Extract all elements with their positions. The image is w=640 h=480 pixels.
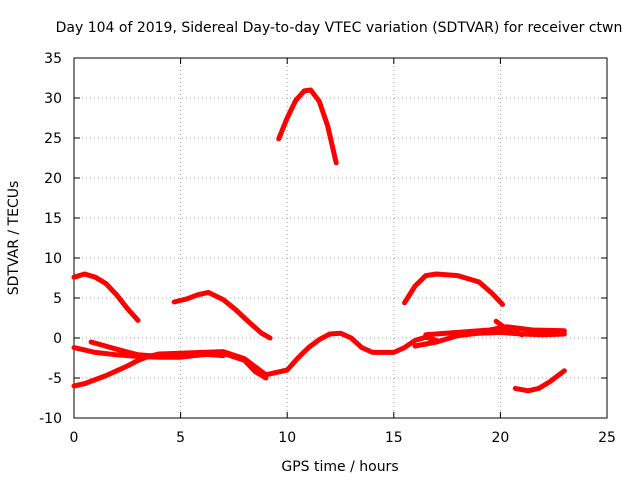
y-axis-label: SDTVAR / TECUs [6,181,22,296]
y-tick-label: 10 [44,251,62,267]
y-tick-label: 5 [53,291,62,307]
series-arc-8 [412,329,567,349]
series-arc-11 [512,368,567,394]
series-arc-7 [402,271,505,307]
series-arc-4 [88,339,226,359]
series-arc-5 [171,289,273,341]
y-tick-label: 35 [44,51,62,67]
x-tick-label: 15 [385,430,403,446]
x-tick-label: 20 [491,430,509,446]
grid-lines [74,58,607,418]
y-tick-label: -5 [48,371,62,387]
series-arc-10 [493,318,525,338]
y-tick-label: 25 [44,131,62,147]
x-tick-label: 5 [176,430,185,446]
x-tick-label: 0 [70,430,79,446]
y-tick-label: 30 [44,91,62,107]
data-series [71,87,567,394]
y-tick-label: 20 [44,171,62,187]
series-arc-3 [71,330,439,389]
axis-ticks: 0 5 10 15 20 25 -10 -5 0 5 10 15 20 25 30 35 [39,51,616,446]
series-arc-1 [71,271,141,323]
y-tick-label: 15 [44,211,62,227]
series-arc-6 [276,87,339,166]
chart-title: Day 104 of 2019, Sidereal Day-to-day VTE… [56,20,623,36]
plot-frame [73,57,608,419]
x-tick-label: 10 [278,430,296,446]
x-axis-label: GPS time / hours [281,459,398,475]
series-arc-9 [423,324,567,338]
x-tick-label: 25 [598,430,616,446]
y-tick-label: -10 [39,411,62,427]
y-tick-label: 0 [53,331,62,347]
